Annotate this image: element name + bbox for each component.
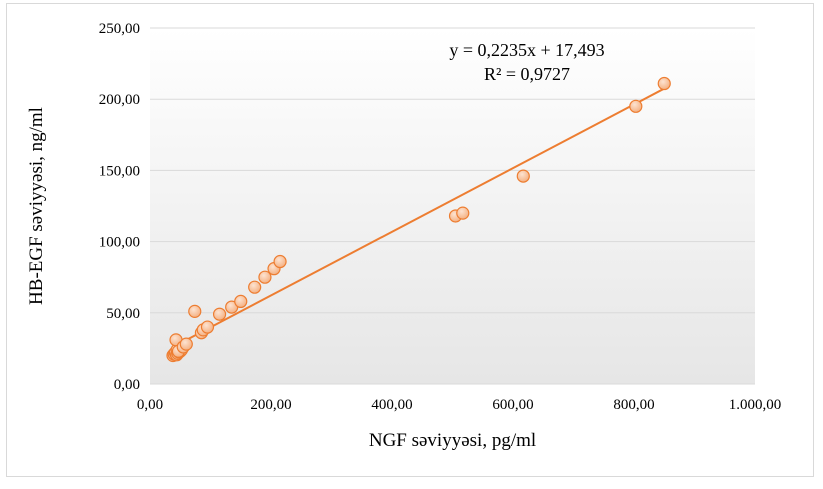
y-tick-label: 50,00 (106, 306, 140, 322)
x-tick-label: 0,00 (137, 397, 163, 413)
x-tick-label: 200,00 (250, 397, 291, 413)
x-tick-labels: 0,00 200,00 400,00 600,00 800,00 1.000,00 (137, 397, 781, 413)
data-point (273, 254, 287, 269)
r-squared-label: R² = 0,9727 (484, 64, 570, 84)
data-point (200, 320, 215, 334)
data-point (234, 294, 248, 309)
data-point (212, 307, 227, 321)
x-axis-title: NGF səviyyəsi, pg/ml (369, 430, 536, 451)
data-point (657, 76, 671, 91)
data-point (456, 206, 470, 220)
data-point (179, 337, 193, 351)
y-tick-label: 100,00 (99, 235, 140, 251)
data-point (188, 304, 202, 318)
plot-area (150, 28, 755, 384)
x-tick-label: 800,00 (613, 397, 654, 413)
data-point (258, 270, 272, 284)
y-tick-label: 250,00 (99, 21, 140, 37)
y-tick-label: 0,00 (114, 377, 140, 393)
x-tick-label: 400,00 (371, 397, 412, 413)
trendline-equation: y = 0,2235x + 17,493 (449, 40, 604, 60)
data-point (248, 280, 262, 294)
gridlines (150, 27, 755, 385)
y-tick-labels: 0,00 50,00 100,00 150,00 200,00 250,00 (99, 21, 140, 393)
trendline (173, 87, 665, 348)
data-point (516, 169, 530, 183)
x-tick-label: 1.000,00 (729, 397, 782, 413)
y-tick-label: 200,00 (99, 92, 140, 108)
y-tick-label: 150,00 (99, 163, 140, 179)
x-tick-label: 600,00 (492, 397, 533, 413)
y-axis-title: HB-EGF səviyyəsi, ng/ml (26, 107, 47, 305)
data-point (629, 99, 643, 113)
data-points (166, 76, 671, 363)
